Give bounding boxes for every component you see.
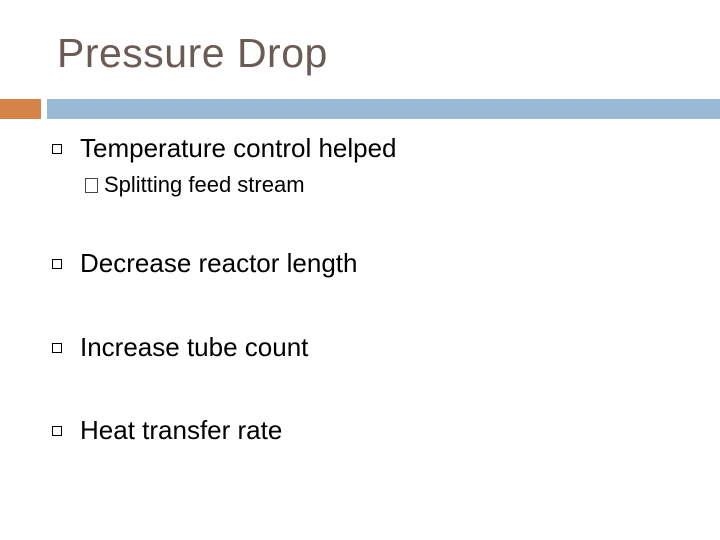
square-bullet-icon <box>52 342 62 353</box>
accent-bar-left <box>0 99 41 119</box>
placeholder-box-icon <box>85 177 98 193</box>
slide-title: Pressure Drop <box>57 30 328 76</box>
bullet-item: Decrease reactor length <box>52 248 357 279</box>
bullet-text: Heat transfer rate <box>80 415 283 445</box>
square-bullet-icon <box>52 425 62 436</box>
bullet-text: Temperature control helped <box>80 133 397 163</box>
bullet-text: Decrease reactor length <box>80 248 358 278</box>
accent-bar-right <box>47 99 720 119</box>
bullet-text: Increase tube count <box>80 332 309 362</box>
square-bullet-icon <box>52 143 62 154</box>
square-bullet-icon <box>52 258 62 269</box>
bullet-item: Temperature control helped <box>52 133 397 164</box>
bullet-item: Increase tube count <box>52 332 308 363</box>
bullet-item: Heat transfer rate <box>52 415 282 446</box>
sub-bullet-text: Splitting feed stream <box>104 172 305 197</box>
sub-bullet-item: Splitting feed stream <box>85 172 305 198</box>
